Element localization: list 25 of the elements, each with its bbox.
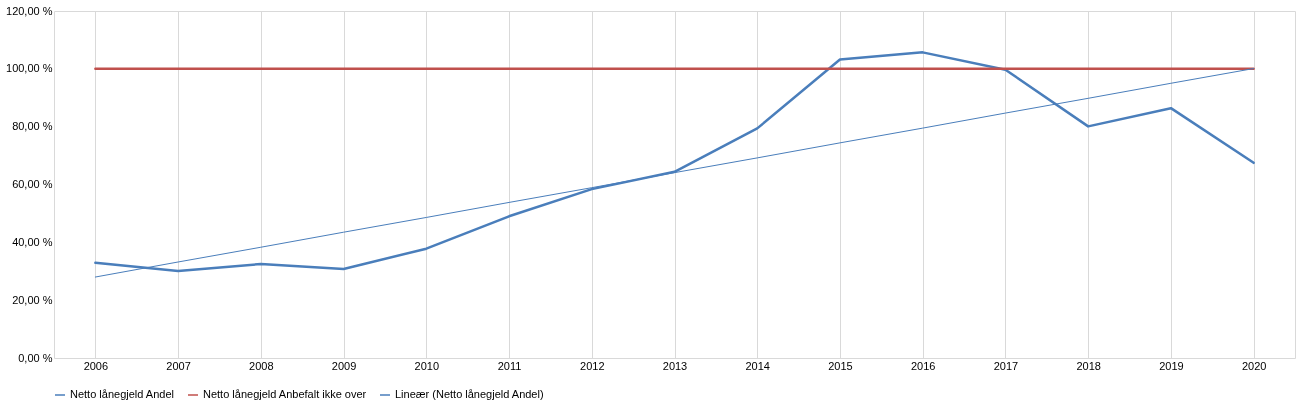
x-tick-label: 2011 xyxy=(497,359,522,372)
x-tick-label: 2015 xyxy=(828,359,853,372)
y-tick-label: 0,00 % xyxy=(18,351,53,364)
y-tick-label: 60,00 % xyxy=(12,178,53,190)
y-tick-label: 100,00 % xyxy=(6,62,53,75)
y-tick-label: 120,00 % xyxy=(6,4,53,17)
x-tick-label: 2014 xyxy=(745,359,770,372)
x-tick-label: 2013 xyxy=(662,359,688,372)
y-tick-label: 20,00 % xyxy=(12,293,53,306)
x-tick-label: 2012 xyxy=(580,359,605,372)
x-tick-label: 2006 xyxy=(83,359,109,372)
legend-label: Netto lånegjeld Anbefalt ikke over xyxy=(203,388,367,400)
x-tick-label: 2018 xyxy=(1076,359,1101,372)
x-tick-label: 2009 xyxy=(331,359,357,372)
x-tick-label: 2019 xyxy=(1159,359,1184,372)
x-tick-label: 2017 xyxy=(993,359,1019,372)
y-tick-label: 80,00 % xyxy=(12,120,53,133)
x-tick-label: 2008 xyxy=(249,359,274,372)
x-tick-label: 2016 xyxy=(910,359,936,372)
x-tick-label: 2020 xyxy=(1241,359,1267,372)
x-tick-label: 2007 xyxy=(166,359,191,372)
legend-label: Netto lånegjeld Andel xyxy=(70,388,174,400)
y-tick-label: 40,00 % xyxy=(12,235,53,248)
x-tick-label: 2010 xyxy=(414,359,440,372)
legend-label: Lineær (Netto lånegjeld Andel) xyxy=(395,388,544,400)
